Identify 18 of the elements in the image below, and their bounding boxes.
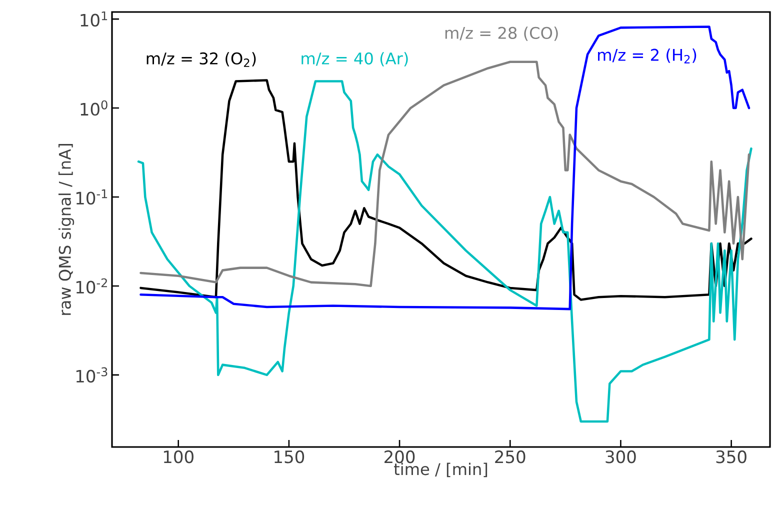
line-series xyxy=(140,26,750,310)
x-axis-title: time / [min] xyxy=(394,462,488,478)
y-tick-label: 10$^{-2}$ xyxy=(76,278,107,294)
series-label: m/z = 40 (Ar) xyxy=(302,52,408,66)
y-tick-label: 10$^{-1}$ xyxy=(76,189,108,205)
x-tick-label: 250 xyxy=(495,450,526,464)
y-tick-label: 10$^{-3}$ xyxy=(76,367,108,383)
x-tick-label: 300 xyxy=(606,450,636,464)
y-tick-label: 10$^{0}$ xyxy=(80,100,108,116)
y-axis-title: raw QMS signal / [nA] xyxy=(58,144,74,315)
y-tick-label: 10$^{1}$ xyxy=(80,11,108,27)
series-label: m/z = 2 (H$_{2}$) xyxy=(598,48,696,64)
x-tick-label: 200 xyxy=(384,450,415,464)
series-label: m/z = 32 (O$_{2}$) xyxy=(146,52,256,67)
x-tick-label: 150 xyxy=(274,450,304,464)
x-tick-label: 350 xyxy=(716,450,746,464)
series-label: m/z = 28 (CO) xyxy=(445,26,558,41)
x-tick-label: 100 xyxy=(164,450,194,464)
